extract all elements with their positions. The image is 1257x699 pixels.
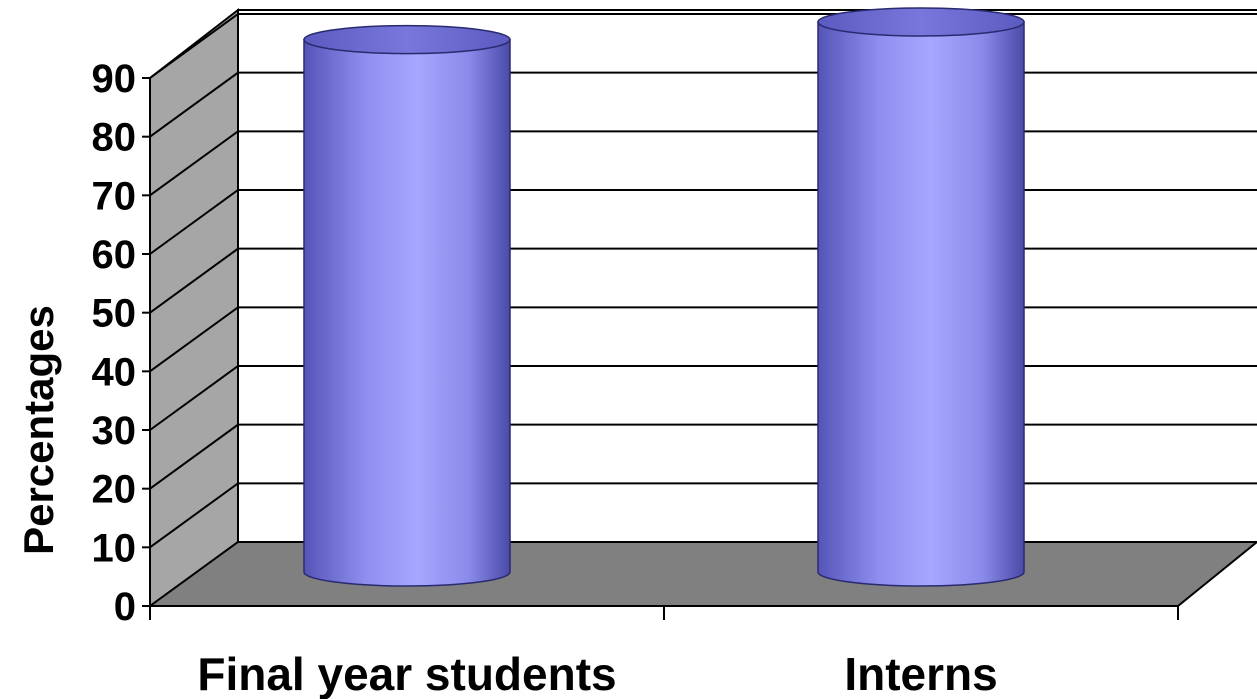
y-tick-label: 70 [92,174,137,218]
bar-cylinder [817,7,1025,587]
bars [303,7,1025,587]
side-wall [149,7,239,608]
y-tick-label: 80 [92,116,137,160]
bar-top [817,7,1025,37]
x-category-label: Final year students [197,648,616,699]
y-axis-title: Percentages [15,305,62,555]
y-tick-label: 30 [92,409,137,453]
y-tick-label: 20 [92,468,137,512]
x-axis [142,77,1179,620]
bar-body [303,38,511,587]
y-tick-label: 90 [92,57,137,101]
x-tick-labels: Final year students Interns [197,648,997,699]
y-tick-labels: 0 10 20 30 40 50 60 70 80 90 [92,57,137,629]
y-tick-label: 40 [92,350,137,394]
bar-body [817,21,1025,587]
y-tick-label: 10 [92,526,137,570]
y-tick-label: 50 [92,292,137,336]
x-category-label: Interns [844,648,997,699]
bar-cylinder [303,24,511,587]
y-tick-label: 0 [114,585,136,629]
bar-top [303,24,511,55]
y-tick-label: 60 [92,233,137,277]
